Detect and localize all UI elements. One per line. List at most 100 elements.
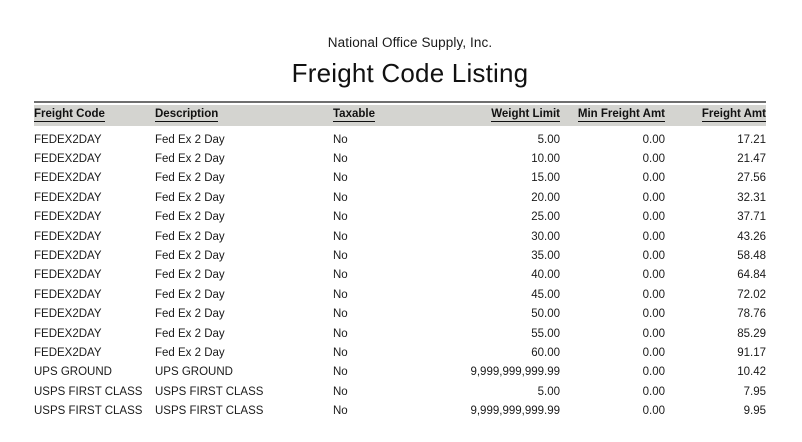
column-header-taxable[interactable]: Taxable: [333, 105, 440, 126]
cell-wl: 9,999,999,999.99: [470, 405, 560, 418]
cell-wl: 45.00: [531, 288, 560, 301]
cell-fa: 32.31: [737, 191, 766, 204]
cell-fa: 10.42: [737, 366, 766, 379]
cell-code: USPS FIRST CLASS: [34, 385, 143, 398]
cell-tax: No: [333, 288, 348, 301]
cell-desc: Fed Ex 2 Day: [155, 269, 225, 282]
cell-wl: 25.00: [531, 211, 560, 224]
cell-tax: No: [333, 327, 348, 340]
table-header-row: Freight Code Description Taxable Weight …: [34, 105, 766, 126]
cell-tax: No: [333, 211, 348, 224]
table-row[interactable]: UPS GROUND UPS GROUND No 9,999,999,999.99 0.…: [34, 363, 766, 382]
cell-mfa: 0.00: [642, 133, 665, 146]
cell-desc: Fed Ex 2 Day: [155, 211, 225, 224]
cell-desc: Fed Ex 2 Day: [155, 308, 225, 321]
cell-desc: USPS FIRST CLASS: [155, 385, 264, 398]
column-header-min-freight-amt[interactable]: Min Freight Amt: [560, 105, 665, 126]
cell-wl: 5.00: [537, 385, 560, 398]
cell-code: FEDEX2DAY: [34, 211, 102, 224]
cell-mfa: 0.00: [642, 250, 665, 263]
table-row[interactable]: FEDEX2DAY Fed Ex 2 Day No 30.00 0.00 43.26: [34, 227, 766, 246]
table-row[interactable]: FEDEX2DAY Fed Ex 2 Day No 55.00 0.00 85.29: [34, 324, 766, 343]
cell-fa: 27.56: [737, 172, 766, 185]
cell-wl: 35.00: [531, 250, 560, 263]
table-row[interactable]: FEDEX2DAY Fed Ex 2 Day No 20.00 0.00 32.31: [34, 188, 766, 207]
table-row[interactable]: FEDEX2DAY Fed Ex 2 Day No 15.00 0.00 27.56: [34, 169, 766, 188]
table-body: FEDEX2DAY Fed Ex 2 Day No 5.00 0.00 17.21 FEDE…: [34, 126, 766, 421]
freight-table-container: Freight Code Description Taxable Weight …: [34, 101, 766, 421]
table-row[interactable]: FEDEX2DAY Fed Ex 2 Day No 5.00 0.00 17.21: [34, 126, 766, 149]
cell-code: FEDEX2DAY: [34, 153, 102, 166]
cell-code: FEDEX2DAY: [34, 250, 102, 263]
cell-code: UPS GROUND: [34, 366, 112, 379]
table-row[interactable]: FEDEX2DAY Fed Ex 2 Day No 50.00 0.00 78.76: [34, 305, 766, 324]
cell-tax: No: [333, 133, 348, 146]
table-row[interactable]: FEDEX2DAY Fed Ex 2 Day No 60.00 0.00 91.17: [34, 343, 766, 362]
cell-mfa: 0.00: [642, 308, 665, 321]
cell-fa: 91.17: [737, 346, 766, 359]
column-header-weight-limit[interactable]: Weight Limit: [440, 105, 560, 126]
table-top-rule: [34, 101, 766, 103]
cell-mfa: 0.00: [642, 230, 665, 243]
table-row[interactable]: USPS FIRST CLASS USPS FIRST CLASS No 9,999,…: [34, 401, 766, 420]
cell-code: FEDEX2DAY: [34, 308, 102, 321]
cell-tax: No: [333, 346, 348, 359]
cell-tax: No: [333, 385, 348, 398]
table-rule-gap: [34, 103, 766, 105]
cell-fa: 78.76: [737, 308, 766, 321]
cell-code: FEDEX2DAY: [34, 191, 102, 204]
cell-fa: 9.95: [743, 405, 766, 418]
cell-code: FEDEX2DAY: [34, 346, 102, 359]
cell-desc: Fed Ex 2 Day: [155, 288, 225, 301]
column-header-freight-amt[interactable]: Freight Amt: [665, 105, 766, 126]
cell-mfa: 0.00: [642, 269, 665, 282]
cell-mfa: 0.00: [642, 153, 665, 166]
table-row[interactable]: FEDEX2DAY Fed Ex 2 Day No 35.00 0.00 58.48: [34, 246, 766, 265]
report-header: National Office Supply, Inc. Freight Cod…: [0, 34, 802, 90]
column-header-description[interactable]: Description: [155, 105, 333, 126]
cell-wl: 30.00: [531, 230, 560, 243]
column-header-freight-amt-label: Freight Amt: [701, 108, 766, 122]
table-header: Freight Code Description Taxable Weight …: [34, 105, 766, 126]
cell-fa: 21.47: [737, 153, 766, 166]
cell-wl: 10.00: [531, 153, 560, 166]
cell-desc: Fed Ex 2 Day: [155, 346, 225, 359]
cell-wl: 5.00: [537, 133, 560, 146]
cell-code: FEDEX2DAY: [34, 269, 102, 282]
column-header-min-freight-amt-label: Min Freight Amt: [577, 108, 665, 122]
cell-code: FEDEX2DAY: [34, 230, 102, 243]
cell-desc: Fed Ex 2 Day: [155, 153, 225, 166]
freight-table: Freight Code Description Taxable Weight …: [34, 105, 766, 421]
column-header-freight-code[interactable]: Freight Code: [34, 105, 155, 126]
column-header-taxable-label: Taxable: [333, 108, 375, 122]
cell-mfa: 0.00: [642, 191, 665, 204]
column-header-description-label: Description: [155, 108, 219, 122]
column-header-freight-code-label: Freight Code: [34, 108, 105, 122]
table-row[interactable]: FEDEX2DAY Fed Ex 2 Day No 25.00 0.00 37.71: [34, 208, 766, 227]
cell-desc: UPS GROUND: [155, 366, 233, 379]
cell-tax: No: [333, 191, 348, 204]
cell-desc: Fed Ex 2 Day: [155, 230, 225, 243]
cell-desc: USPS FIRST CLASS: [155, 405, 264, 418]
cell-fa: 37.71: [737, 211, 766, 224]
cell-fa: 58.48: [737, 250, 766, 263]
cell-tax: No: [333, 269, 348, 282]
cell-code: FEDEX2DAY: [34, 327, 102, 340]
cell-code: FEDEX2DAY: [34, 288, 102, 301]
cell-desc: Fed Ex 2 Day: [155, 133, 225, 146]
cell-code: FEDEX2DAY: [34, 172, 102, 185]
cell-wl: 9,999,999,999.99: [470, 366, 560, 379]
table-row[interactable]: FEDEX2DAY Fed Ex 2 Day No 10.00 0.00 21.47: [34, 149, 766, 168]
company-name: National Office Supply, Inc.: [327, 35, 493, 50]
cell-mfa: 0.00: [642, 346, 665, 359]
table-row[interactable]: FEDEX2DAY Fed Ex 2 Day No 40.00 0.00 64.84: [34, 266, 766, 285]
table-row[interactable]: FEDEX2DAY Fed Ex 2 Day No 45.00 0.00 72.02: [34, 285, 766, 304]
cell-fa: 43.26: [737, 230, 766, 243]
table-row[interactable]: USPS FIRST CLASS USPS FIRST CLASS No 5.00 0.…: [34, 382, 766, 401]
cell-tax: No: [333, 405, 348, 418]
cell-wl: 20.00: [531, 191, 560, 204]
cell-tax: No: [333, 172, 348, 185]
cell-fa: 64.84: [737, 269, 766, 282]
cell-wl: 60.00: [531, 346, 560, 359]
